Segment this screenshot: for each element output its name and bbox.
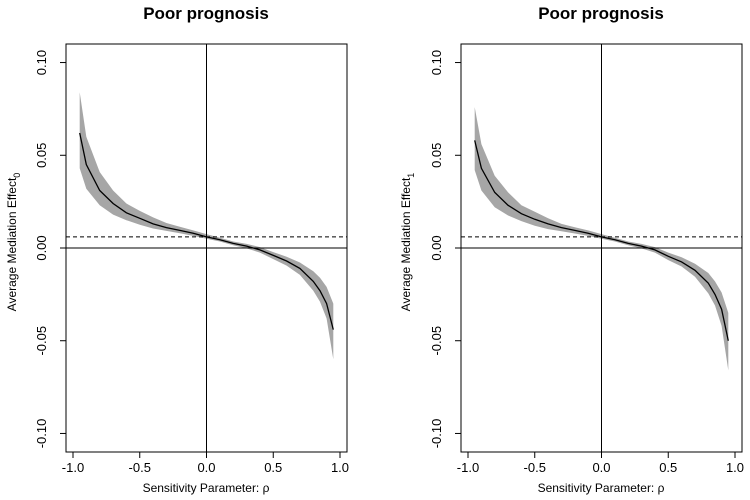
x-tick-label: 0.5: [264, 460, 282, 475]
x-tick-label: -0.5: [524, 460, 546, 475]
y-tick-label: 0.05: [429, 143, 444, 168]
x-tick-label: -0.5: [129, 460, 151, 475]
plot-frame: [460, 43, 743, 453]
y-axis-label-main: Average Mediation Effect: [399, 177, 413, 311]
x-axis-ticks: -1.0 -0.5 0.0 0.5 1.0: [62, 452, 349, 475]
y-tick-label: -0.10: [429, 419, 444, 449]
plot-frame: [65, 43, 348, 453]
x-tick-label: -1.0: [62, 460, 84, 475]
y-tick-label: 0.05: [34, 143, 49, 168]
chart-title: Poor prognosis: [538, 4, 664, 23]
chart-title: Poor prognosis: [143, 4, 269, 23]
estimate-line: [474, 140, 729, 341]
y-tick-label: 0.00: [429, 235, 444, 260]
x-tick-label: 0.5: [659, 460, 677, 475]
x-axis-label: Sensitivity Parameter: ρ: [538, 481, 665, 495]
y-axis-ticks: -0.10 -0.05 0.00 0.05 0.10: [429, 50, 461, 448]
y-tick-label: 0.00: [34, 235, 49, 260]
y-axis-label: Average Mediation Effect0: [5, 173, 22, 312]
y-axis-label: Average Mediation Effect1: [399, 173, 416, 312]
x-tick-label: 1.0: [331, 460, 349, 475]
x-tick-label: -1.0: [457, 460, 479, 475]
y-tick-label: 0.10: [429, 50, 444, 75]
estimate-line: [79, 132, 334, 330]
y-axis-label-subscript: 1: [406, 173, 416, 178]
chart-panel-right: Poor prognosis Sensitivity Parameter: ρ …: [399, 4, 744, 495]
x-axis-ticks: -1.0 -0.5 0.0 0.5 1.0: [457, 452, 744, 475]
x-tick-label: 1.0: [726, 460, 744, 475]
y-tick-label: -0.05: [34, 326, 49, 356]
y-axis-ticks: -0.10 -0.05 0.00 0.05 0.10: [34, 50, 66, 448]
x-axis-label: Sensitivity Parameter: ρ: [143, 481, 270, 495]
y-tick-label: -0.10: [34, 419, 49, 449]
y-axis-label-subscript: 0: [12, 173, 22, 178]
chart-panel-left: Poor prognosis Sensitivity Parameter: ρ …: [5, 4, 349, 495]
y-tick-label: 0.10: [34, 50, 49, 75]
y-axis-label-main: Average Mediation Effect: [5, 177, 19, 311]
x-tick-label: 0.0: [592, 460, 610, 475]
y-tick-label: -0.05: [429, 326, 444, 356]
x-tick-label: 0.0: [197, 460, 215, 475]
